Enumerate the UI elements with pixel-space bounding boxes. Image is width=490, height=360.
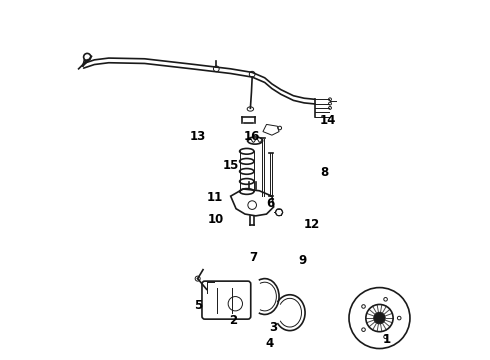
Text: 16: 16 — [244, 130, 260, 144]
Text: 6: 6 — [266, 197, 274, 210]
Text: 1: 1 — [383, 333, 391, 346]
Text: 9: 9 — [298, 254, 307, 267]
Text: 5: 5 — [194, 299, 202, 312]
Text: 4: 4 — [265, 337, 273, 350]
Text: 12: 12 — [303, 218, 319, 231]
Text: 15: 15 — [223, 159, 240, 172]
Text: 8: 8 — [320, 166, 328, 179]
Text: 7: 7 — [249, 251, 257, 264]
Text: 3: 3 — [270, 321, 278, 334]
Text: 2: 2 — [229, 314, 238, 327]
Text: 13: 13 — [190, 130, 206, 144]
Text: 14: 14 — [319, 114, 336, 127]
Text: 10: 10 — [208, 213, 224, 226]
Text: 11: 11 — [206, 191, 222, 204]
Circle shape — [374, 312, 385, 324]
